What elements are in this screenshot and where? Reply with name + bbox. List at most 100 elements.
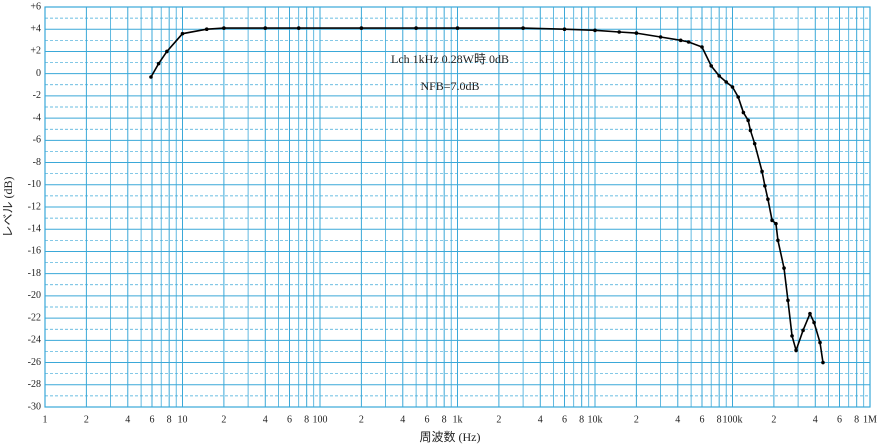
x-tick-label: 100k [723, 414, 743, 425]
data-point [700, 45, 704, 49]
data-point [359, 26, 364, 30]
data-point [748, 128, 753, 133]
data-point [263, 26, 268, 30]
annotation: NFB=7.0dB [420, 79, 479, 93]
x-tick-label: 2 [634, 414, 639, 425]
y-tick-label: -16 [28, 246, 41, 257]
data-point [617, 30, 622, 34]
y-tick-label: -10 [28, 179, 41, 190]
data-point [296, 26, 301, 30]
x-tick-label: 10 [178, 414, 188, 425]
data-point [204, 27, 209, 32]
x-tick-label: 1k [453, 414, 463, 425]
plot-frame [44, 6, 871, 408]
data-point [736, 95, 740, 99]
data-point [763, 184, 767, 188]
x-tick-label: 6 [424, 414, 429, 425]
data-point [180, 31, 185, 36]
x-tick-label: 4 [675, 414, 680, 425]
x-tick-label: 6 [562, 414, 567, 425]
y-tick-label: -22 [28, 312, 41, 323]
y-tick-label: -26 [28, 357, 41, 368]
x-tick-label: 6 [149, 414, 154, 425]
y-tick-label: +4 [30, 24, 41, 35]
x-tick-label: 2 [771, 414, 776, 425]
data-point [786, 298, 790, 303]
x-tick-label: 4 [263, 414, 268, 425]
data-point [593, 28, 597, 33]
data-point [709, 64, 714, 68]
y-tick-label: -14 [28, 224, 41, 235]
y-tick-label: -20 [28, 290, 41, 301]
x-tick-label: 8 [167, 414, 172, 425]
data-point [562, 27, 567, 32]
data-point [741, 110, 746, 115]
data-point [776, 238, 780, 243]
data-point [766, 197, 770, 202]
y-tick-label: +6 [30, 1, 41, 12]
data-point [455, 26, 460, 30]
data-point [156, 61, 161, 66]
data-point [724, 80, 729, 84]
y-tick-label: 0 [36, 68, 41, 79]
x-tick-label: 6 [837, 414, 842, 425]
y-tick-label: -30 [28, 401, 41, 412]
x-tick-label: 4 [125, 414, 130, 425]
y-tick-label: +2 [30, 46, 41, 57]
data-point [774, 221, 778, 226]
x-tick-label: 2 [359, 414, 364, 425]
x-tick-label: 4 [813, 414, 818, 425]
data-point [149, 75, 153, 79]
data-point [770, 218, 774, 223]
y-axis-title: レベル (dB) [1, 176, 15, 237]
data-point [812, 320, 816, 325]
data-point [686, 40, 691, 44]
data-point [808, 311, 812, 316]
data-point [746, 118, 750, 123]
x-tick-label: 8 [854, 414, 859, 425]
data-point [658, 35, 663, 39]
x-tick-label: 1M [863, 414, 877, 425]
data-point [634, 31, 639, 35]
x-tick-label: 8 [717, 414, 722, 425]
y-tick-label: -18 [28, 268, 41, 279]
x-tick-label: 100 [313, 414, 328, 425]
line [150, 27, 824, 363]
x-tick-label: 1 [43, 414, 48, 425]
x-tick-label: 2 [84, 414, 89, 425]
data-point [760, 169, 764, 174]
x-tick-label: 6 [699, 414, 704, 425]
y-tick-label: -12 [28, 201, 41, 212]
x-tick-label: 8 [304, 414, 309, 425]
x-tick-label: 2 [221, 414, 226, 425]
x-tick-label: 10k [588, 414, 603, 425]
data-point [678, 38, 683, 43]
data-point [752, 141, 757, 146]
data-point [165, 49, 169, 54]
y-tick-label: -4 [33, 112, 41, 123]
x-tick-label: 6 [287, 414, 292, 425]
x-tick-label: 8 [579, 414, 584, 425]
x-tick-label: 2 [496, 414, 501, 425]
data-point [730, 85, 735, 89]
data-point [821, 360, 825, 365]
y-tick-label: -24 [28, 335, 41, 346]
annotation: Lch 1kHz 0.28W時 0dB [391, 52, 509, 66]
data-point [717, 74, 721, 78]
y-tick-label: -28 [28, 379, 41, 390]
x-tick-label: 4 [538, 414, 543, 425]
y-tick-label: -2 [33, 90, 41, 101]
data-point [782, 266, 786, 270]
data-point [818, 340, 822, 345]
data-point [414, 26, 418, 30]
y-tick-label: -6 [33, 135, 41, 146]
y-tick-label: -8 [33, 157, 41, 168]
data-point [790, 334, 794, 338]
data-point [794, 348, 798, 353]
data-point [222, 26, 226, 30]
x-tick-label: 8 [442, 414, 447, 425]
data-point [521, 26, 525, 30]
data-point [801, 328, 805, 333]
x-axis-title: 周波数 (Hz) [420, 429, 481, 444]
